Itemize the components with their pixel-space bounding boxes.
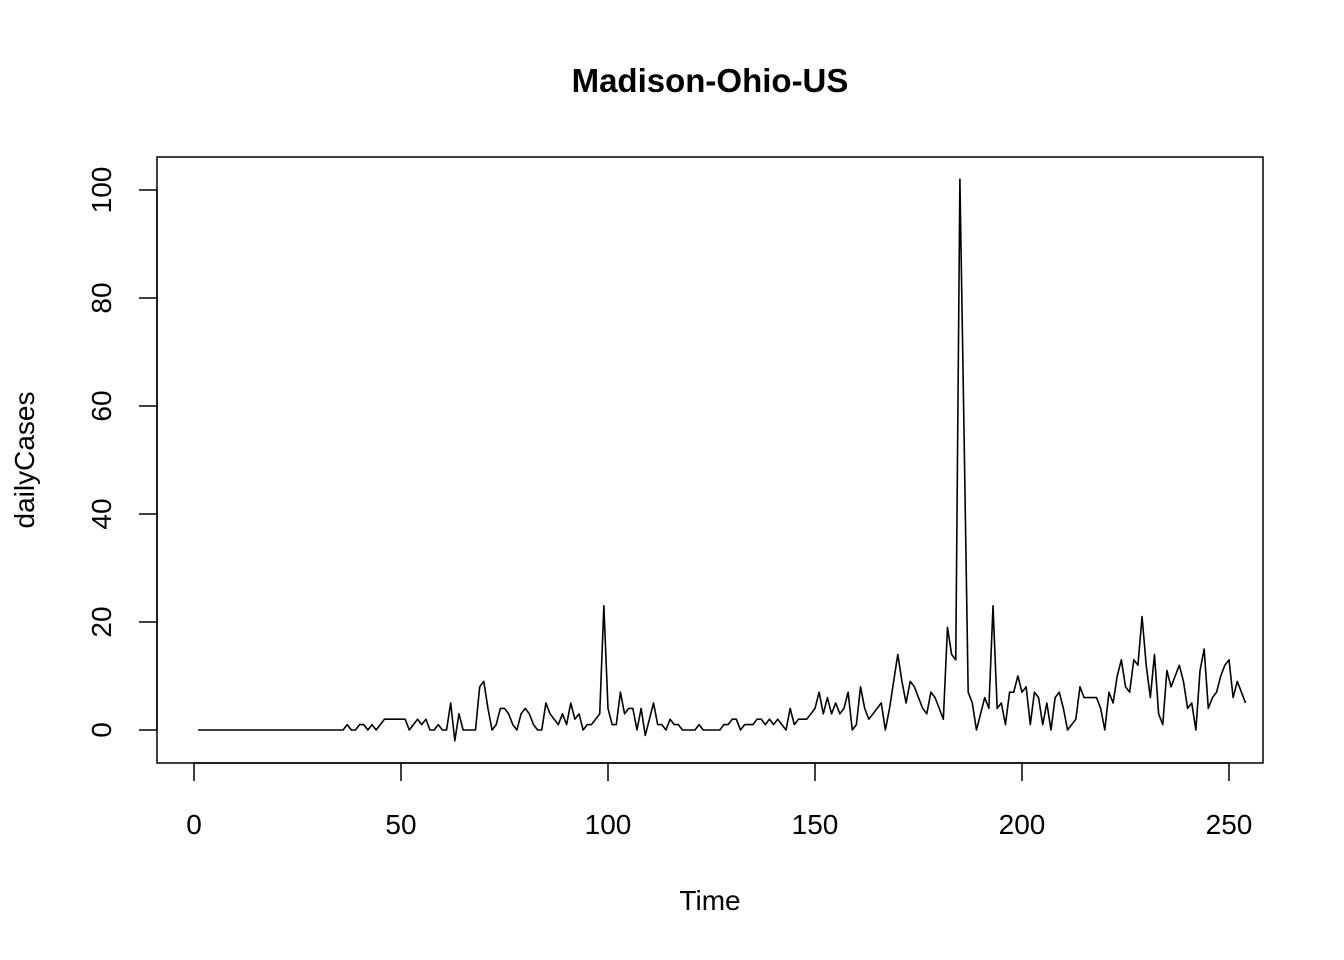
x-tick-label: 50 xyxy=(385,809,416,840)
x-tick-label: 0 xyxy=(186,809,202,840)
y-tick-label: 60 xyxy=(86,390,117,421)
y-tick-label: 40 xyxy=(86,498,117,529)
y-tick-label: 0 xyxy=(86,722,117,738)
y-tick-label: 80 xyxy=(86,282,117,313)
plot-frame xyxy=(156,156,1264,764)
x-tick-label: 150 xyxy=(792,809,839,840)
series-layer xyxy=(198,178,1247,742)
x-tick-label: 250 xyxy=(1206,809,1253,840)
y-axis: 0 20 40 60 80 100 xyxy=(86,167,158,738)
y-tick-label: 20 xyxy=(86,606,117,637)
x-axis-label: Time xyxy=(679,885,740,916)
x-axis: 0 50 100 150 200 250 xyxy=(186,762,1253,840)
y-tick-label: 100 xyxy=(86,167,117,214)
chart-title: Madison-Ohio-US xyxy=(572,62,849,99)
series-line xyxy=(198,178,1247,742)
y-axis-label: dailyCases xyxy=(9,392,40,529)
x-tick-label: 100 xyxy=(585,809,632,840)
x-tick-label: 200 xyxy=(999,809,1046,840)
